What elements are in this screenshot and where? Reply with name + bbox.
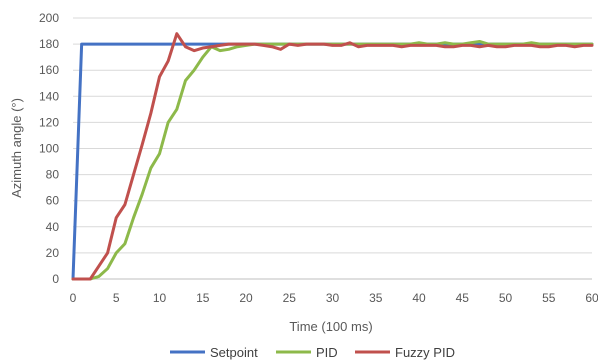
legend-label: PID (316, 345, 338, 360)
x-tick-label: 25 (283, 291, 297, 305)
x-tick-label: 0 (70, 291, 77, 305)
y-tick-label: 120 (39, 115, 59, 129)
series-line-setpoint (71, 42, 594, 281)
series-line-fuzzy-pid (71, 32, 594, 281)
y-tick-label: 140 (39, 89, 59, 103)
y-tick-label: 200 (39, 11, 59, 25)
series-lines (71, 32, 594, 281)
y-tick-label: 60 (46, 194, 60, 208)
x-axis-title: Time (100 ms) (289, 319, 372, 334)
x-tick-label: 15 (196, 291, 210, 305)
x-tick-label: 35 (369, 291, 383, 305)
x-tick-label: 5 (113, 291, 120, 305)
x-tick-label: 60 (585, 291, 598, 305)
y-tick-label: 40 (46, 220, 60, 234)
y-tick-label: 0 (52, 272, 59, 286)
y-tick-label: 160 (39, 63, 59, 77)
tick-labels: 0 20 40 60 80 100 120 140 160 180 200 0 5 10 15 20 25 30 3… (39, 11, 598, 305)
x-tick-label: 30 (326, 291, 340, 305)
x-tick-label: 55 (542, 291, 556, 305)
y-tick-label: 100 (39, 142, 59, 156)
x-tick-label: 50 (499, 291, 513, 305)
legend-label: Setpoint (210, 345, 258, 360)
x-tick-label: 20 (239, 291, 253, 305)
y-axis-title: Azimuth angle (°) (9, 98, 24, 198)
x-tick-label: 10 (153, 291, 167, 305)
y-tick-label: 20 (46, 246, 60, 260)
y-tick-label: 80 (46, 168, 60, 182)
series-line-pid (71, 39, 594, 281)
x-tick-label: 40 (412, 291, 426, 305)
legend: Setpoint PID Fuzzy PID (170, 345, 455, 360)
grid-lines (73, 17, 592, 280)
x-tick-label: 45 (456, 291, 470, 305)
legend-label: Fuzzy PID (395, 345, 455, 360)
y-tick-label: 180 (39, 37, 59, 51)
